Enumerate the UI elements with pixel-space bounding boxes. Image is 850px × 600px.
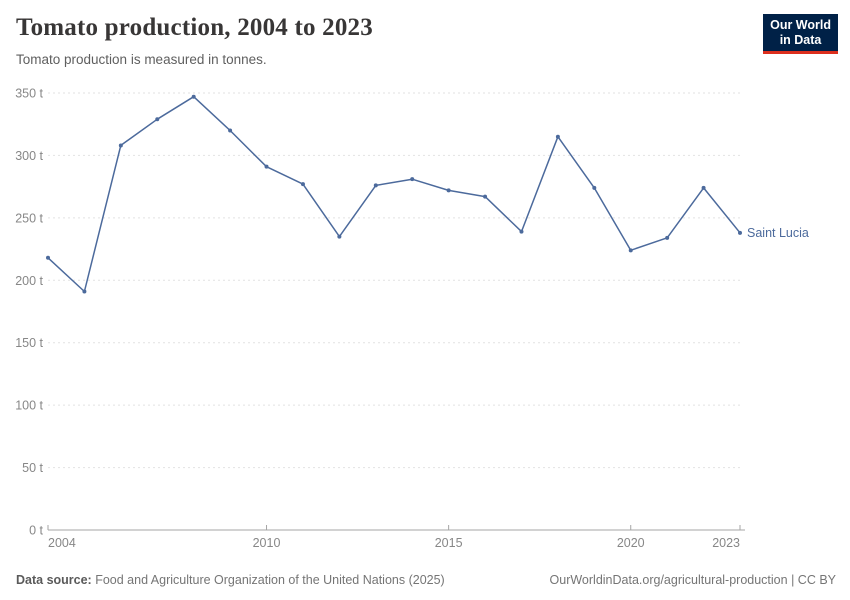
x-axis-label-2010: 2010	[253, 536, 281, 550]
data-point-2020[interactable]	[628, 248, 633, 253]
logo-line-2: in Data	[779, 33, 822, 47]
logo-line-1: Our World	[770, 18, 831, 32]
data-point-2004[interactable]	[46, 255, 50, 260]
data-source-label: Data source:	[16, 573, 92, 587]
data-point-2013[interactable]	[373, 183, 378, 188]
y-axis-label-100t: 100 t	[15, 399, 43, 413]
x-axis-label-2023: 2023	[712, 536, 740, 550]
chart-footer: Data source: Food and Agriculture Organi…	[16, 573, 836, 587]
data-source-note: Data source: Food and Agriculture Organi…	[16, 573, 445, 587]
data-point-2011[interactable]	[300, 182, 305, 187]
x-axis-label-2015: 2015	[435, 536, 463, 550]
data-point-2017[interactable]	[519, 229, 524, 234]
data-point-2012[interactable]	[337, 234, 342, 239]
data-point-2010[interactable]	[264, 164, 269, 169]
data-point-2007[interactable]	[155, 117, 160, 122]
x-axis-label-2020: 2020	[617, 536, 645, 550]
data-point-2005[interactable]	[82, 289, 87, 294]
footer-separator: |	[787, 573, 798, 587]
data-point-2009[interactable]	[228, 128, 233, 133]
series-end-label[interactable]: Saint Lucia	[747, 226, 809, 240]
data-point-2016[interactable]	[483, 194, 488, 199]
owid-logo: Our World in Data	[763, 14, 838, 54]
data-point-2021[interactable]	[665, 235, 670, 240]
data-source-text: Food and Agriculture Organization of the…	[91, 573, 445, 587]
data-point-2015[interactable]	[446, 188, 451, 193]
data-point-2006[interactable]	[118, 143, 123, 148]
data-point-2022[interactable]	[701, 185, 706, 190]
series-line-saint-lucia[interactable]	[47, 95, 741, 293]
data-point-2014[interactable]	[410, 177, 415, 182]
y-axis-label-300t: 300 t	[15, 149, 43, 163]
y-axis-label-150t: 150 t	[15, 336, 43, 350]
y-axis-label-200t: 200 t	[15, 274, 43, 288]
data-point-2018[interactable]	[555, 134, 560, 139]
chart-subtitle: Tomato production is measured in tonnes.	[16, 52, 267, 67]
data-point-2023[interactable]	[738, 230, 742, 235]
y-axis-label-0t: 0 t	[29, 524, 43, 538]
footer-links: OurWorldinData.org/agricultural-producti…	[550, 573, 836, 587]
owid-url-link[interactable]: OurWorldinData.org/agricultural-producti…	[549, 573, 788, 587]
data-point-2019[interactable]	[592, 185, 597, 190]
license-link[interactable]: CC BY	[797, 573, 836, 587]
y-axis-label-350t: 350 t	[15, 87, 43, 101]
y-axis-label-250t: 250 t	[15, 211, 43, 225]
x-axis-label-2004: 2004	[48, 536, 76, 550]
data-point-2008[interactable]	[191, 94, 196, 99]
chart-title: Tomato production, 2004 to 2023	[16, 14, 373, 41]
y-axis-label-50t: 50 t	[22, 461, 43, 475]
